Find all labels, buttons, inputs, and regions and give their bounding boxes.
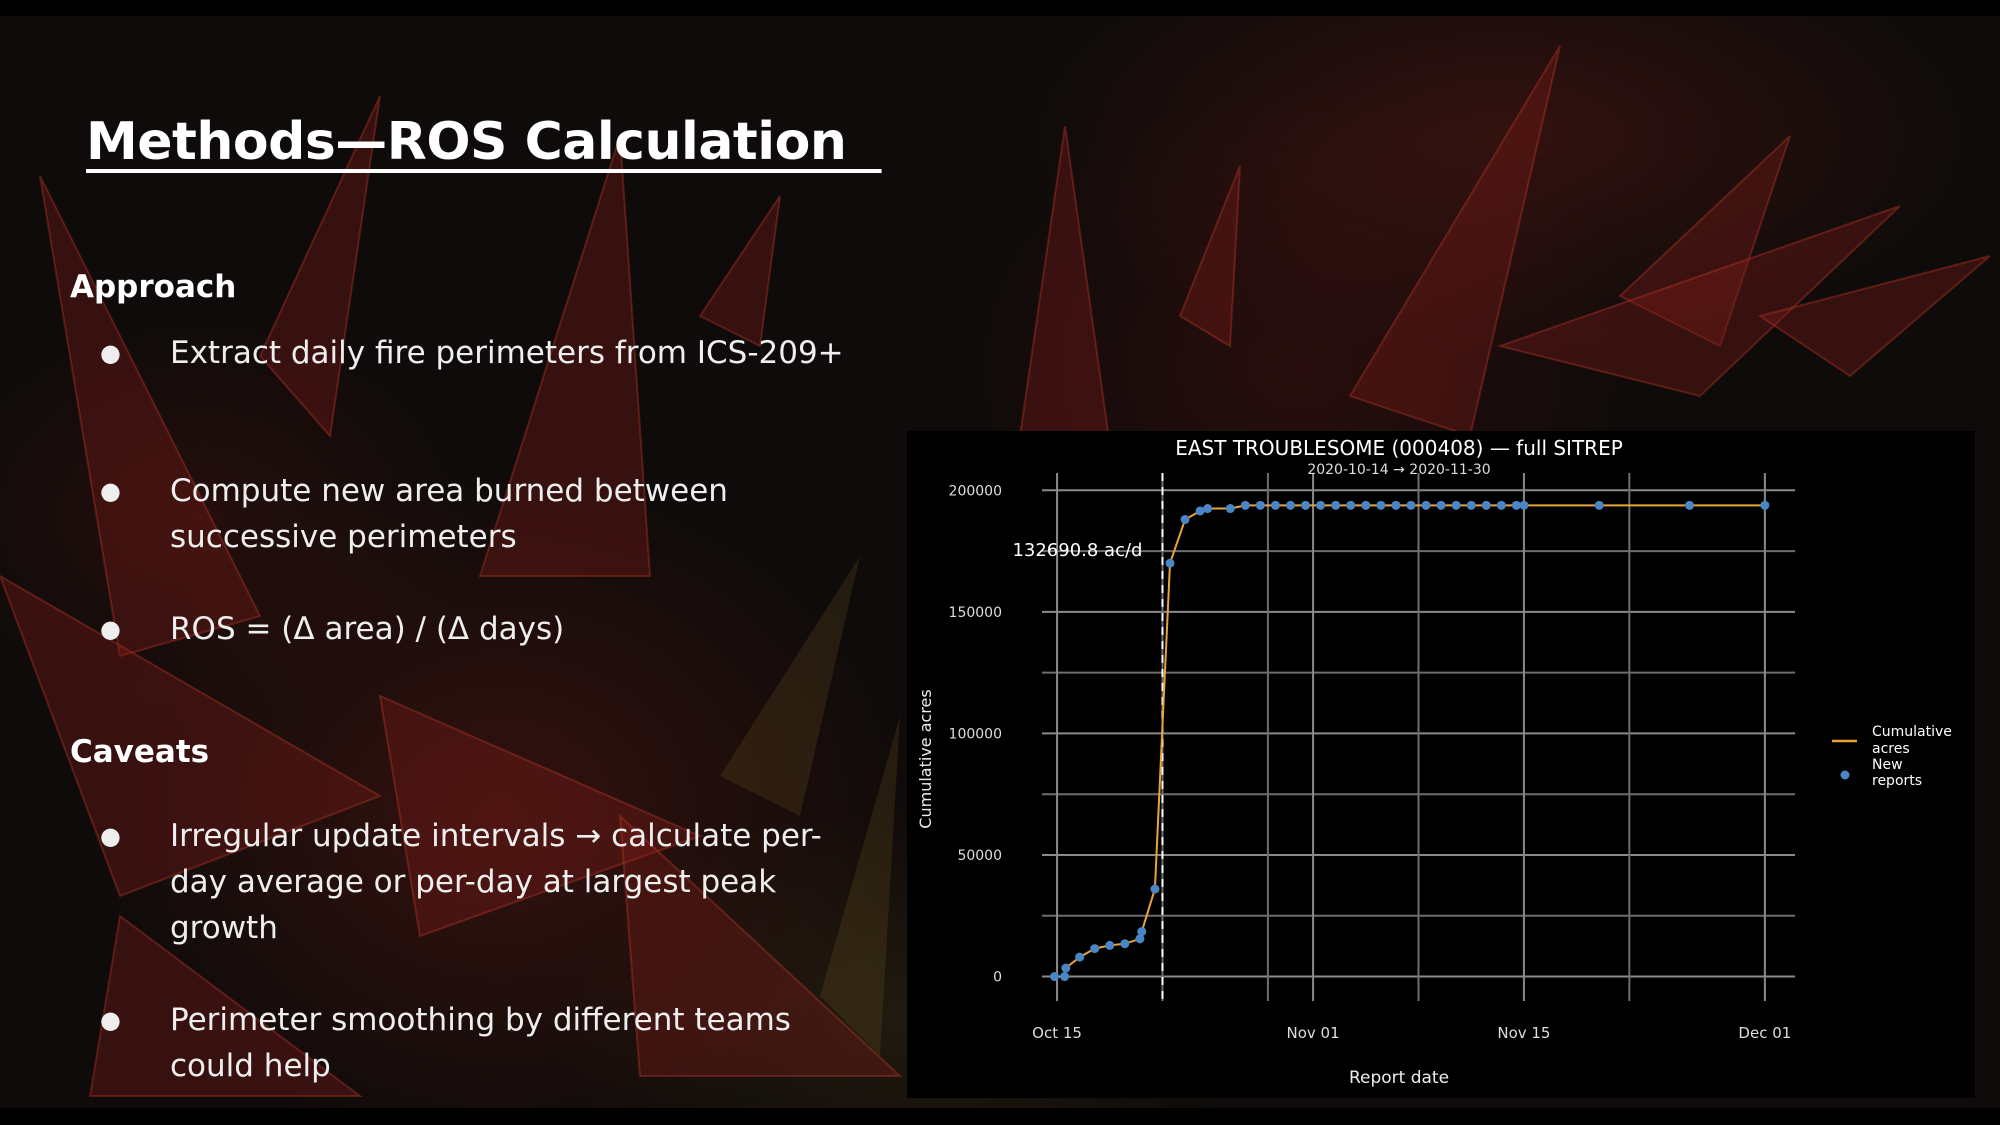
new-report-point: [1760, 500, 1770, 510]
new-report-point: [1285, 500, 1295, 510]
bullet-text: Compute new area burned between successi…: [170, 473, 728, 555]
new-report-point: [1421, 500, 1431, 510]
background-art: [0, 45, 1991, 1097]
legend-point-swatch: [1840, 770, 1850, 780]
new-report-point: [1135, 934, 1145, 944]
y-tick-label: 50000: [957, 848, 1002, 864]
y-tick-label: 0: [993, 970, 1002, 986]
bullet-text: Irregular update intervals → calculate p…: [170, 818, 822, 946]
new-report-point: [1406, 500, 1416, 510]
y-axis-label: Cumulative acres: [916, 689, 935, 828]
new-report-point: [1376, 500, 1386, 510]
bullet-text: ROS = (Δ area) / (Δ days): [170, 611, 565, 647]
new-report-point: [1240, 500, 1250, 510]
legend-label-points: New: [1872, 757, 1903, 773]
x-axis-label: Report date: [1349, 1068, 1449, 1088]
bullet-dot: ●: [100, 477, 121, 505]
new-report-point: [1150, 884, 1160, 894]
ros-annotation: 132690.8 ac/d: [1012, 540, 1142, 561]
new-report-point: [1316, 500, 1326, 510]
x-tick-label: Dec 01: [1738, 1024, 1791, 1042]
new-report-point: [1436, 500, 1446, 510]
new-report-point: [1331, 500, 1341, 510]
new-report-point: [1180, 514, 1190, 524]
new-report-point: [1195, 506, 1205, 516]
new-report-point: [1137, 927, 1147, 937]
bullet-dot: ●: [100, 615, 121, 643]
cumulative-acres-chart: 0 50000 100000 150000 200000 Oct 15 Nov 01 Nov …: [916, 436, 1952, 1088]
new-report-point: [1050, 972, 1060, 982]
x-tick-label: Nov 01: [1287, 1024, 1340, 1042]
new-report-point: [1075, 952, 1085, 962]
bullet-dot: ●: [100, 339, 121, 367]
bullet-dot: ●: [100, 1006, 121, 1034]
y-tick-label: 150000: [949, 605, 1002, 621]
new-report-point: [1346, 500, 1356, 510]
new-report-point: [1225, 504, 1235, 514]
cumulative-acres-line: [1054, 504, 1765, 978]
new-report-point: [1496, 500, 1506, 510]
new-report-point: [1301, 500, 1311, 510]
x-tick-label: Nov 15: [1497, 1024, 1550, 1042]
chart-panel: 0 50000 100000 150000 200000 Oct 15 Nov 01 Nov …: [907, 431, 1975, 1098]
new-report-point: [1270, 500, 1280, 510]
caveats-heading: Caveats: [70, 734, 210, 770]
x-tick-label: Oct 15: [1032, 1024, 1082, 1042]
new-report-point: [1061, 963, 1071, 973]
new-report-point: [1361, 500, 1371, 510]
y-tick-label: 100000: [949, 726, 1002, 742]
new-report-point: [1466, 500, 1476, 510]
legend-label-line: acres: [1872, 741, 1910, 757]
new-report-point: [1105, 940, 1115, 950]
new-report-point: [1519, 500, 1529, 510]
bullet-text: Perimeter smoothing by different teams c…: [170, 1002, 791, 1084]
approach-heading: Approach: [70, 269, 237, 305]
slide-title: Methods—ROS Calculation: [86, 112, 882, 172]
legend-label-line: Cumulative: [1872, 724, 1952, 740]
new-report-point: [1451, 500, 1461, 510]
new-report-point: [1060, 972, 1070, 982]
chart-subtitle: 2020-10-14 → 2020-11-30: [1307, 462, 1490, 478]
new-report-point: [1120, 939, 1130, 949]
new-report-point: [1594, 500, 1604, 510]
new-report-point: [1165, 558, 1175, 568]
bullet-dot: ●: [100, 822, 121, 850]
chart-title: EAST TROUBLESOME (000408) — full SITREP: [1175, 436, 1623, 460]
new-report-point: [1685, 500, 1695, 510]
new-report-point: [1481, 500, 1491, 510]
new-report-point: [1090, 944, 1100, 954]
legend-label-points: reports: [1872, 773, 1922, 789]
new-report-point: [1203, 504, 1213, 514]
new-report-point: [1391, 500, 1401, 510]
y-tick-label: 200000: [949, 483, 1002, 499]
bullet-text: Extract daily fire perimeters from ICS-2…: [170, 335, 844, 371]
new-report-point: [1511, 500, 1521, 510]
new-report-point: [1255, 500, 1265, 510]
